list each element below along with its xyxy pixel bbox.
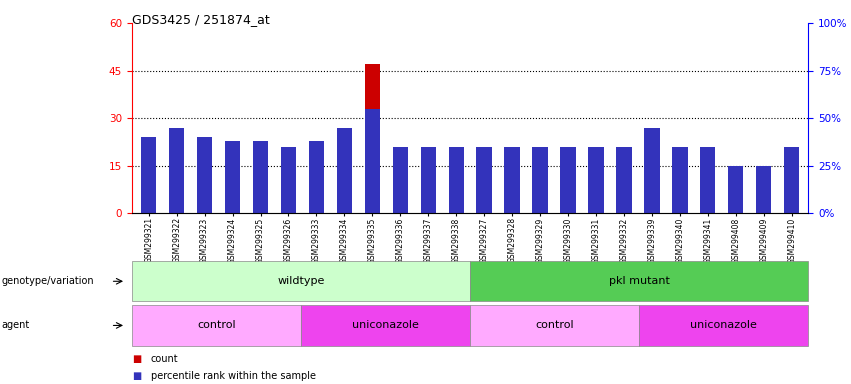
Text: uniconazole: uniconazole xyxy=(352,320,419,331)
Bar xyxy=(644,127,660,213)
Text: percentile rank within the sample: percentile rank within the sample xyxy=(151,371,316,381)
Bar xyxy=(756,166,771,213)
Text: GDS3425 / 251874_at: GDS3425 / 251874_at xyxy=(132,13,270,26)
Bar xyxy=(533,169,548,213)
Bar xyxy=(197,194,212,213)
Bar xyxy=(784,147,799,213)
Bar xyxy=(644,172,660,213)
Bar xyxy=(281,147,296,213)
Text: control: control xyxy=(535,320,574,331)
Bar xyxy=(616,147,631,213)
Bar xyxy=(588,147,603,213)
Bar xyxy=(700,147,716,213)
Bar xyxy=(141,191,157,213)
Bar xyxy=(169,134,185,213)
Bar xyxy=(225,172,240,213)
Bar xyxy=(616,175,631,213)
Text: wildtype: wildtype xyxy=(277,276,325,286)
Text: uniconazole: uniconazole xyxy=(690,320,757,331)
Bar xyxy=(197,137,212,213)
Bar xyxy=(225,141,240,213)
Bar xyxy=(728,200,744,213)
Bar xyxy=(420,147,436,213)
Bar xyxy=(505,191,520,213)
Bar xyxy=(364,64,380,213)
Bar xyxy=(728,166,744,213)
Bar xyxy=(309,141,324,213)
Text: control: control xyxy=(197,320,236,331)
Text: agent: agent xyxy=(2,320,30,331)
Bar xyxy=(364,109,380,213)
Text: genotype/variation: genotype/variation xyxy=(2,276,94,286)
Bar xyxy=(392,147,408,213)
Bar xyxy=(392,185,408,213)
Text: pkl mutant: pkl mutant xyxy=(608,276,670,286)
Bar xyxy=(700,188,716,213)
Bar xyxy=(672,185,688,213)
Bar xyxy=(141,137,157,213)
Bar xyxy=(281,156,296,213)
Bar xyxy=(672,147,688,213)
Bar xyxy=(337,156,352,213)
Bar xyxy=(756,204,771,213)
Bar xyxy=(560,147,576,213)
Bar xyxy=(505,147,520,213)
Bar xyxy=(448,147,464,213)
Bar xyxy=(533,147,548,213)
Bar xyxy=(477,178,492,213)
Bar xyxy=(560,191,576,213)
Bar xyxy=(309,185,324,213)
Bar xyxy=(448,185,464,213)
Text: count: count xyxy=(151,354,178,364)
Bar xyxy=(253,162,268,213)
Text: ■: ■ xyxy=(132,354,141,364)
Text: ■: ■ xyxy=(132,371,141,381)
Bar xyxy=(588,188,603,213)
Bar xyxy=(784,188,799,213)
Bar xyxy=(169,127,185,213)
Bar xyxy=(253,141,268,213)
Bar xyxy=(477,147,492,213)
Bar xyxy=(337,127,352,213)
Bar xyxy=(420,185,436,213)
